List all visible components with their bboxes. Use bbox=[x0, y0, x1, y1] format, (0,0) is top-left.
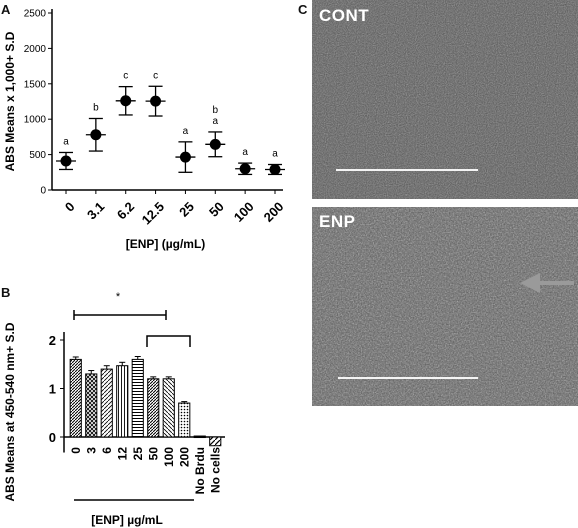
x-tick-label: 100 bbox=[231, 199, 257, 225]
y-tick-label: 2 bbox=[49, 333, 56, 348]
label-cont: CONT bbox=[319, 6, 370, 25]
data-point bbox=[120, 95, 132, 107]
bar bbox=[116, 365, 129, 438]
micrograph-cont-texture bbox=[312, 0, 578, 199]
significance-letter: a bbox=[183, 126, 189, 137]
bar bbox=[209, 436, 222, 447]
data-point bbox=[60, 155, 72, 167]
y-tick-label: 2500 bbox=[24, 9, 47, 20]
group-bracket bbox=[146, 335, 191, 347]
bar bbox=[100, 368, 113, 438]
bar bbox=[147, 378, 160, 438]
x-tick-label: 100 bbox=[162, 447, 176, 467]
significance-letter: a bbox=[213, 116, 219, 127]
gray-arrow bbox=[520, 273, 574, 293]
x-tick-label: 3 bbox=[84, 447, 98, 454]
x-tick-label: 6 bbox=[100, 447, 114, 454]
significance-letter: b bbox=[93, 102, 99, 113]
x-axis-label: [ENP] (µg/mL) bbox=[126, 237, 206, 251]
panel-a: A 0 500 1000 1500 2000 2500 0 3.1 6.2 12.5 25 50 100… bbox=[0, 0, 300, 285]
bar bbox=[193, 435, 206, 439]
x-tick-label: 25 bbox=[176, 199, 197, 220]
y-tick-label: 1000 bbox=[24, 115, 47, 126]
x-axis-label: [ENP] µg/mL bbox=[91, 513, 163, 527]
bar bbox=[178, 402, 191, 438]
x-tick-label: 0 bbox=[62, 199, 78, 215]
data-point bbox=[209, 138, 221, 150]
bar bbox=[85, 373, 98, 438]
y-axis-label: ABS Means at 450-540 nm+ S.D bbox=[3, 322, 17, 501]
x-tick-label: 6.2 bbox=[114, 199, 137, 222]
significance-letter: a bbox=[272, 149, 278, 160]
x-tick-label: No Brdu bbox=[193, 447, 207, 494]
significance-letter: a bbox=[242, 147, 248, 158]
micrograph-enp-texture bbox=[312, 207, 578, 406]
chart-a: 0 500 1000 1500 2000 2500 0 3.1 6.2 12.5 25 50 100 20… bbox=[3, 9, 287, 252]
y-tick-label: 0 bbox=[40, 186, 46, 197]
x-tick-label: 50 bbox=[146, 447, 160, 461]
micrograph-cont: CONT bbox=[312, 0, 578, 199]
y-tick-label: 2000 bbox=[24, 44, 47, 55]
x-tick-label: 50 bbox=[206, 199, 227, 220]
data-point bbox=[179, 151, 191, 163]
label-enp: ENP bbox=[319, 212, 356, 231]
x-tick-label: No cells bbox=[208, 447, 222, 493]
data-point bbox=[269, 163, 281, 175]
panel-b-letter: B bbox=[1, 285, 11, 300]
data-point bbox=[239, 163, 251, 175]
significance-marker: * bbox=[116, 291, 121, 303]
micrograph-enp: ENP bbox=[312, 207, 578, 406]
panel-a-letter: A bbox=[1, 2, 11, 17]
panel-b: B 0 1 2 0 3 6 12 25 50 100 200 No Brdu No cells * ABS … bbox=[0, 285, 300, 528]
data-point bbox=[90, 129, 102, 141]
x-tick-label: 25 bbox=[131, 447, 145, 461]
panel-c: C CONT bbox=[298, 0, 578, 528]
bar bbox=[162, 378, 175, 438]
bar bbox=[131, 358, 144, 438]
x-tick-label: 0 bbox=[69, 447, 83, 454]
significance-letter: a bbox=[63, 136, 69, 147]
x-tick-label: 3.1 bbox=[84, 199, 107, 222]
y-tick-label: 500 bbox=[29, 150, 46, 161]
significance-letter: b bbox=[213, 105, 219, 116]
significance-letter: c bbox=[153, 70, 158, 81]
x-tick-label: 200 bbox=[261, 199, 287, 225]
x-tick-label: 12.5 bbox=[139, 199, 168, 228]
data-point bbox=[150, 95, 162, 107]
x-tick-label: 200 bbox=[177, 447, 191, 467]
panel-c-letter: C bbox=[298, 2, 308, 17]
y-axis-label: ABS Means x 1,000+ S.D bbox=[3, 31, 17, 171]
bar bbox=[69, 358, 82, 438]
y-tick-label: 0 bbox=[49, 430, 56, 445]
x-tick-label: 12 bbox=[115, 447, 129, 461]
y-tick-label: 1500 bbox=[24, 79, 47, 90]
significance-letter: c bbox=[123, 71, 128, 82]
y-tick-label: 1 bbox=[49, 382, 56, 397]
